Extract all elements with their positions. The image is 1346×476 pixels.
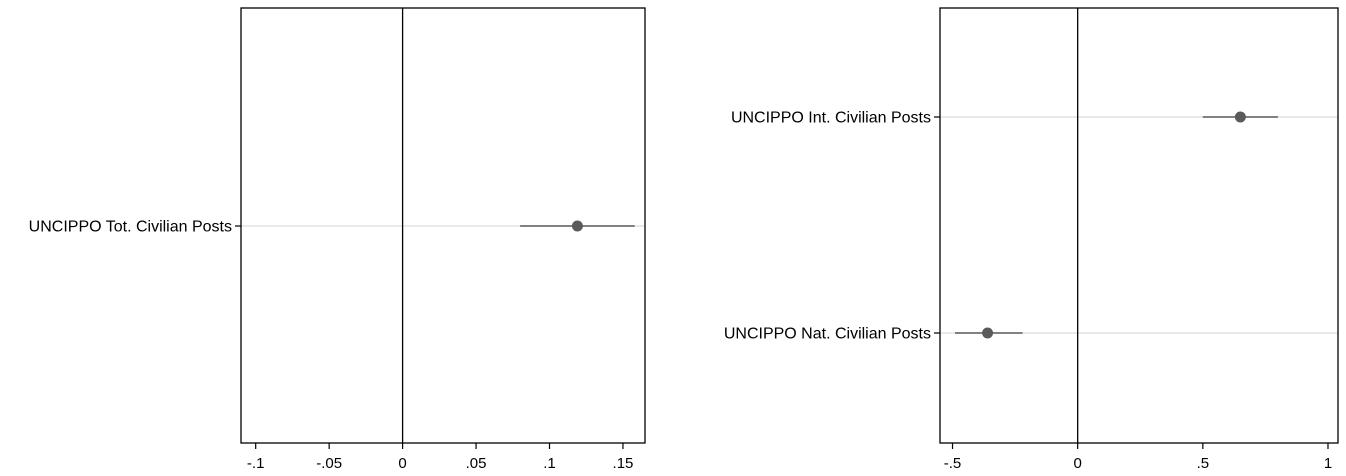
point-estimate <box>982 327 994 339</box>
x-tick-label: -.05 <box>316 455 342 472</box>
point-estimate <box>1234 111 1246 123</box>
x-tick-label: -.1 <box>247 455 265 472</box>
y-category-label: UNCIPPO Nat. Civilian Posts <box>724 326 931 343</box>
x-tick-label: .15 <box>613 455 634 472</box>
right-panel: -.5 0 .5 1 UNCIPPO Int. Civilian Posts UNCIPP… <box>724 7 1339 472</box>
x-tick-label: 0 <box>398 455 406 472</box>
plot-frame <box>939 7 1339 444</box>
x-tick-label: 1 <box>1324 455 1332 472</box>
x-tick-label: 0 <box>1074 455 1082 472</box>
x-tick-label: .1 <box>543 455 556 472</box>
x-tick-label: .05 <box>466 455 487 472</box>
left-panel: -.1 -.05 0 .05 .1 .15 UNCIPPO Tot. Civilian Po… <box>29 7 646 472</box>
point-estimate <box>571 220 583 232</box>
y-category-label: UNCIPPO Int. Civilian Posts <box>731 110 931 127</box>
x-tick-label: .5 <box>1197 455 1210 472</box>
y-category-label: UNCIPPO Tot. Civilian Posts <box>29 219 232 236</box>
x-tick-label: -.5 <box>944 455 962 472</box>
